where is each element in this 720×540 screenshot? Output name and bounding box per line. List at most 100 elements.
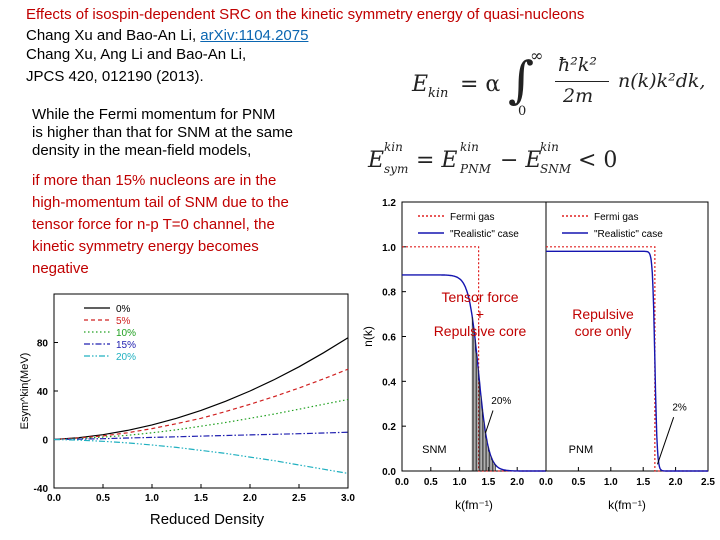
esym-pnm-sub: PNM — [460, 162, 491, 176]
fermi-gas-line-PNM — [546, 246, 708, 472]
panel-label-SNM: SNM — [422, 444, 446, 456]
realistic-line-PNM — [546, 250, 708, 472]
x-tick-label: 0.5 — [571, 477, 585, 488]
ekin-integrand: n(k)k²dk, — [618, 70, 706, 92]
legend-label: Fermi gas — [594, 212, 638, 223]
x-tick-label: 1.5 — [481, 477, 495, 488]
y-tick-label: 0.4 — [382, 377, 396, 388]
fermi-gas-line-SNM — [402, 246, 546, 472]
body-line-1: While the Fermi momentum for PNM — [32, 106, 276, 123]
y-tick-label: 0.6 — [382, 333, 396, 344]
esym-snm-term: − E — [500, 148, 542, 173]
x-tick-label: 3.0 — [341, 493, 355, 504]
ekin-equals-alpha: = α — [460, 72, 501, 97]
momentum-distribution-chart: 0.0 0.2 0.4 0.6 0.8 1.0 1.2 n(k) 0.0 0.5 1.0 1.5 2.0… — [361, 198, 715, 512]
y-tick-label: 1.2 — [382, 198, 396, 209]
y-tick-label: 0.8 — [382, 288, 396, 299]
x-tick-label: 0.0 — [539, 477, 553, 488]
ekin-sub: kin — [428, 86, 449, 101]
esym-kin-chart: 0.0 0.5 1.0 1.5 2.0 2.5 3.0 -40 0 40 80 Esym^kin(Me… — [19, 293, 355, 528]
x-tick-label: 1.5 — [636, 477, 650, 488]
ekin-equation: E kin = α ∫ ∞ 0 ħ²k² 2m n(k)k²dk, — [408, 44, 708, 124]
legend-label: 15% — [116, 340, 136, 351]
body-red-line-1: if more than 15% nucleons are in the — [32, 172, 277, 189]
x-axis-label: Reduced Density — [150, 511, 265, 528]
y-tick-label: 80 — [37, 339, 49, 350]
integral-lower: 0 — [518, 104, 527, 119]
tail-fraction-pointer — [485, 410, 494, 434]
y-tick-label: 0.2 — [382, 422, 396, 433]
y-tick-label: 40 — [37, 387, 49, 398]
body-red-line-5: negative — [32, 260, 89, 277]
legend-label: 10% — [116, 328, 136, 339]
x-tick-label: 1.0 — [453, 477, 467, 488]
panel-frame-PNM — [545, 201, 709, 472]
body-line-3: density in the mean-field models, — [32, 142, 252, 159]
y-tick-label: -40 — [34, 484, 49, 495]
series-line-15pct — [53, 431, 349, 441]
x-axis-label: k(fm⁻¹) — [455, 498, 493, 512]
esym-pnm-sup: kin — [460, 140, 479, 154]
snm-annotation-text: Tensor force + Repulsive core — [433, 289, 527, 339]
legend-label: 0% — [116, 304, 131, 315]
esym-snm-sup: kin — [540, 140, 559, 154]
x-tick-label: 0.0 — [47, 493, 61, 504]
x-tick-label: 2.0 — [669, 477, 683, 488]
x-tick-label: 0.5 — [424, 477, 438, 488]
body-red-line-4: kinetic symmetry energy becomes — [32, 238, 259, 255]
y-tick-label: 0 — [42, 436, 48, 447]
panel-label-PNM: PNM — [569, 444, 593, 456]
x-tick-label: 1.0 — [604, 477, 618, 488]
legend-label: Fermi gas — [450, 212, 494, 223]
x-tick-label: 1.0 — [145, 493, 159, 504]
tail-fraction-label: 2% — [672, 402, 687, 413]
plot-frame — [53, 293, 349, 489]
y-axis-label: Esym^kin(MeV) — [19, 353, 31, 430]
reference-1: Chang Xu and Bao-An Li, arXiv:1104.2075 — [26, 27, 308, 44]
reference-2-authors: Chang Xu, Ang Li and Bao-An Li, — [26, 46, 247, 63]
esym-equation: E kin sym = E kin PNM − E kin SNM < 0 — [368, 140, 708, 184]
body-line-2: is higher than that for SNM at the same — [32, 124, 293, 141]
body-red-line-2: high-momentum tail of SNM due to the — [32, 194, 289, 211]
integral-upper: ∞ — [530, 46, 544, 65]
x-tick-label: 2.0 — [510, 477, 524, 488]
legend-label: "Realistic" case — [594, 229, 663, 240]
legend-label: 20% — [116, 352, 136, 363]
series-line-0pct — [53, 337, 349, 441]
fraction-numerator: ħ²k² — [558, 54, 597, 76]
esym-less-than-zero: < 0 — [578, 148, 618, 173]
snm-annotation: Tensor force + Repulsive core — [418, 289, 542, 340]
legend-label: "Realistic" case — [450, 229, 519, 240]
ekin-lhs: E — [412, 72, 429, 97]
series-line-5pct — [53, 368, 349, 441]
esym-sup: kin — [384, 140, 403, 154]
tail-fraction-pointer — [656, 417, 675, 465]
esym-pnm-term: = E — [416, 148, 458, 173]
y-axis-label: n(k) — [361, 326, 375, 347]
esym-lhs: E — [368, 148, 385, 173]
fraction-denominator: 2m — [563, 85, 594, 107]
arxiv-link[interactable]: arXiv:1104.2075 — [200, 27, 309, 44]
fraction-bar — [555, 81, 609, 82]
reference-2-journal: JPCS 420, 012190 (2013). — [26, 68, 204, 85]
x-tick-label: 2.0 — [243, 493, 257, 504]
integral-sign: ∫ — [508, 51, 535, 109]
x-tick-label: 2.5 — [701, 477, 715, 488]
y-tick-label: 0.0 — [382, 467, 396, 478]
y-tick-label: 1.0 — [382, 243, 396, 254]
esym-sub: sym — [384, 162, 409, 176]
slide-title: Effects of isospin-dependent SRC on the … — [26, 6, 585, 23]
series-line-20pct — [53, 438, 349, 474]
legend-label: 5% — [116, 316, 131, 327]
x-tick-label: 1.5 — [194, 493, 208, 504]
x-tick-label: 2.5 — [292, 493, 306, 504]
body-red-line-3: tensor force for n-p T=0 channel, the — [32, 216, 275, 233]
x-axis-label: k(fm⁻¹) — [608, 498, 646, 512]
esym-snm-sub: SNM — [540, 162, 572, 176]
x-tick-label: 0.5 — [96, 493, 110, 504]
pnm-annotation-text: Repulsive core only — [572, 306, 634, 339]
series-line-10pct — [53, 398, 349, 441]
reference-1-authors: Chang Xu and Bao-An Li, — [26, 27, 197, 44]
tail-fraction-label: 20% — [491, 396, 511, 407]
pnm-annotation: Repulsive core only — [558, 306, 648, 340]
